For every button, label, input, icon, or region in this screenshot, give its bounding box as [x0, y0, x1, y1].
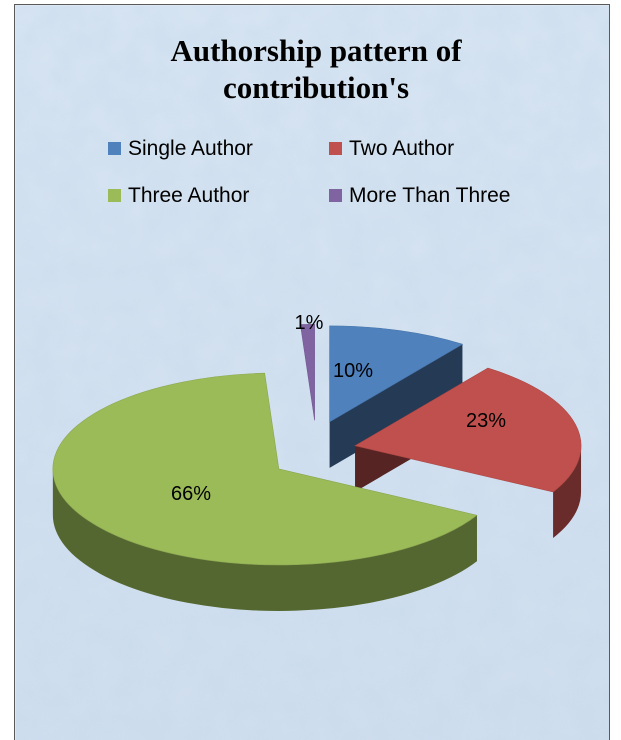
pie-slice-single-author: [329, 325, 464, 423]
legend-label-two-author: Two Author: [349, 137, 454, 160]
legend-label-single-author: Single Author: [128, 137, 253, 160]
legend-swatch-three-author: [108, 189, 121, 202]
legend-label-more-than-three: More Than Three: [349, 184, 510, 207]
data-label-more-than-three: 1%: [295, 312, 324, 334]
chart-title-line-2: contribution's: [223, 70, 409, 105]
legend-swatch-two-author: [329, 142, 342, 155]
slice-side-1-0: [553, 445, 582, 538]
legend-swatch-more-than-three: [329, 189, 342, 202]
slice-side-2-0: [52, 468, 477, 611]
slice-cut-b-0: [329, 344, 463, 468]
legend-label-three-author: Three Author: [128, 184, 249, 207]
data-label-three-author: 66%: [171, 483, 211, 505]
data-label-single-author: 10%: [333, 360, 373, 382]
data-label-two-author: 23%: [466, 410, 506, 432]
chart-title-line-1: Authorship pattern of: [170, 33, 462, 68]
pie-slice-more-than-three: [300, 324, 315, 421]
pie-group: [52, 324, 582, 611]
legend-swatch-single-author: [108, 142, 121, 155]
pie-slice-two-author: [354, 367, 582, 493]
pie-slice-three-author: [52, 372, 478, 566]
